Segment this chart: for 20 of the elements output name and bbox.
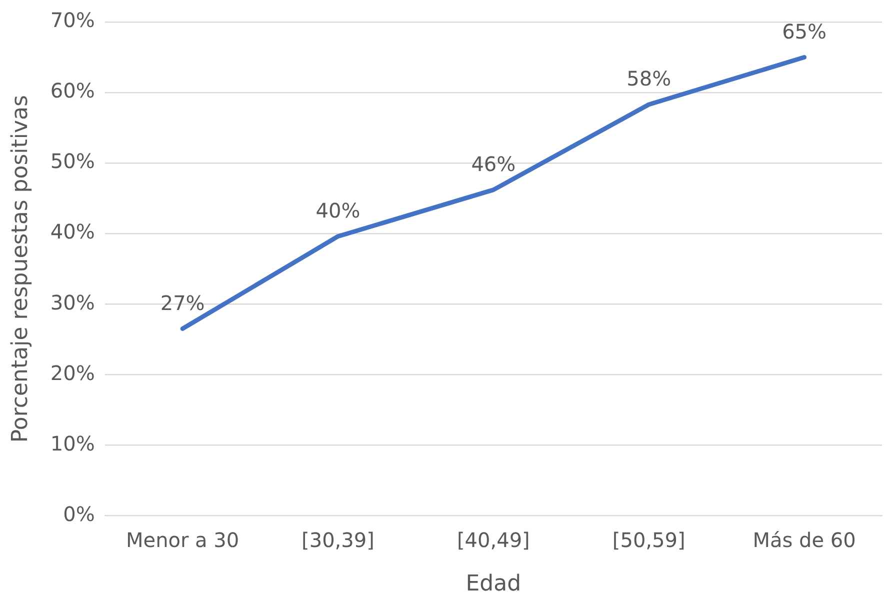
y-tick-label: 40% xyxy=(50,220,95,244)
y-axis-title: Porcentaje respuestas positivas xyxy=(8,95,33,443)
y-tick-label: 30% xyxy=(50,290,95,314)
x-tick-label: [50,59] xyxy=(612,528,686,552)
x-tick-label: [40,49] xyxy=(456,528,530,552)
data-label: 27% xyxy=(160,290,205,315)
y-tick-label: 50% xyxy=(50,149,95,174)
y-tick-label: 10% xyxy=(50,431,95,456)
data-label: 65% xyxy=(782,19,827,44)
data-label: 58% xyxy=(626,66,672,91)
y-tick-label: 0% xyxy=(63,502,95,526)
x-axis-title: Edad xyxy=(466,572,522,597)
x-tick-label: Menor a 30 xyxy=(126,528,240,552)
data-label: 46% xyxy=(471,152,516,176)
x-tick-label: Más de 60 xyxy=(752,528,856,552)
x-tick-label: [30,39] xyxy=(302,528,374,552)
y-tick-label: 20% xyxy=(50,360,95,385)
y-tick-label: 60% xyxy=(50,78,95,103)
data-label: 40% xyxy=(316,198,360,223)
y-tick-label: 70% xyxy=(50,8,95,32)
